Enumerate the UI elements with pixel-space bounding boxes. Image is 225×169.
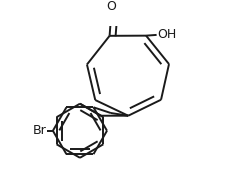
Text: O: O (106, 0, 115, 13)
Text: OH: OH (157, 28, 176, 41)
Text: Br: Br (32, 124, 46, 137)
